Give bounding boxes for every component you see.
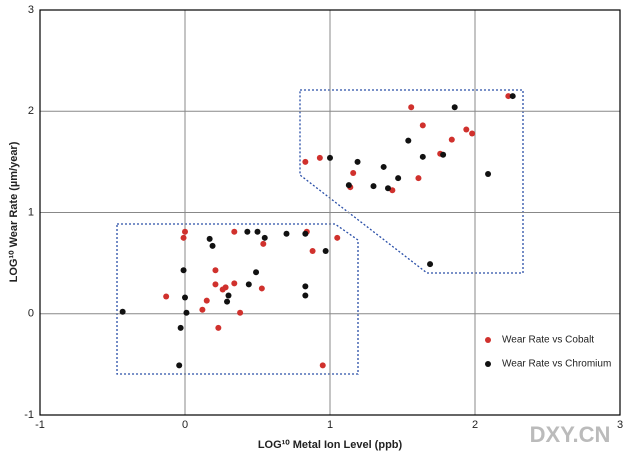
y-tick-label: 2 — [28, 105, 34, 117]
point — [245, 281, 252, 288]
point — [231, 280, 238, 287]
point — [316, 154, 323, 161]
point — [219, 286, 226, 293]
legend-label: Wear Rate vs Cobalt — [502, 335, 594, 346]
x-axis-label: LOG¹⁰ Metal Ion Level (ppb) — [258, 439, 403, 451]
point — [419, 122, 426, 129]
point — [244, 228, 251, 235]
point — [505, 93, 512, 100]
x-tick-label: 1 — [327, 419, 333, 431]
point — [448, 136, 455, 143]
point — [224, 298, 231, 305]
point — [427, 261, 434, 268]
point — [319, 362, 326, 369]
point — [509, 93, 516, 100]
point — [176, 362, 183, 369]
y-tick-label: -1 — [24, 409, 34, 421]
highlight-box — [116, 223, 359, 375]
point — [182, 228, 188, 235]
point — [395, 175, 402, 182]
point — [180, 234, 187, 241]
point — [225, 292, 232, 299]
point — [180, 267, 187, 274]
point — [302, 283, 309, 290]
point — [119, 308, 126, 315]
point — [302, 230, 309, 237]
y-tick-label: 3 — [28, 4, 34, 16]
point — [380, 163, 387, 170]
point — [261, 234, 268, 241]
y-tick-label: 0 — [28, 308, 34, 320]
point — [163, 293, 170, 300]
point — [440, 151, 447, 158]
point — [385, 185, 391, 192]
legend-label: Wear Rate vs Chromium — [502, 359, 611, 370]
x-tick-label: 3 — [617, 419, 623, 431]
point — [405, 137, 412, 144]
point — [309, 247, 316, 254]
point — [415, 175, 422, 182]
point — [199, 306, 206, 313]
point — [206, 235, 213, 242]
point — [469, 130, 476, 137]
point — [254, 228, 261, 235]
point — [334, 234, 341, 241]
point — [485, 171, 492, 178]
y-tick-label: 1 — [28, 206, 34, 218]
legend-marker — [485, 337, 491, 343]
point — [354, 158, 361, 165]
legend-marker — [485, 361, 491, 367]
point — [253, 269, 260, 276]
point — [209, 242, 216, 249]
point — [463, 126, 470, 133]
point — [408, 104, 415, 111]
x-tick-label: 2 — [472, 419, 478, 431]
point — [327, 154, 333, 161]
y-axis-label: LOG¹⁰ Wear Rate (µm/year) — [8, 141, 20, 282]
watermark: DXY.CN — [530, 422, 611, 447]
point — [283, 230, 290, 237]
point — [182, 294, 188, 301]
point — [231, 228, 238, 235]
point — [302, 158, 309, 165]
point — [260, 240, 267, 247]
point — [350, 170, 357, 177]
point — [237, 309, 244, 316]
point — [212, 281, 219, 288]
point — [419, 153, 426, 160]
plot-border — [39, 9, 621, 416]
point — [258, 285, 265, 292]
point — [215, 324, 222, 331]
point — [212, 267, 219, 274]
point — [345, 182, 352, 189]
point — [451, 104, 458, 111]
point — [183, 309, 190, 316]
point — [370, 183, 377, 190]
point — [302, 292, 309, 299]
point — [203, 297, 210, 304]
point — [177, 324, 184, 331]
highlight-box — [299, 89, 524, 274]
x-tick-label: -1 — [35, 419, 45, 431]
x-tick-label: 0 — [182, 419, 188, 431]
point — [322, 247, 329, 254]
